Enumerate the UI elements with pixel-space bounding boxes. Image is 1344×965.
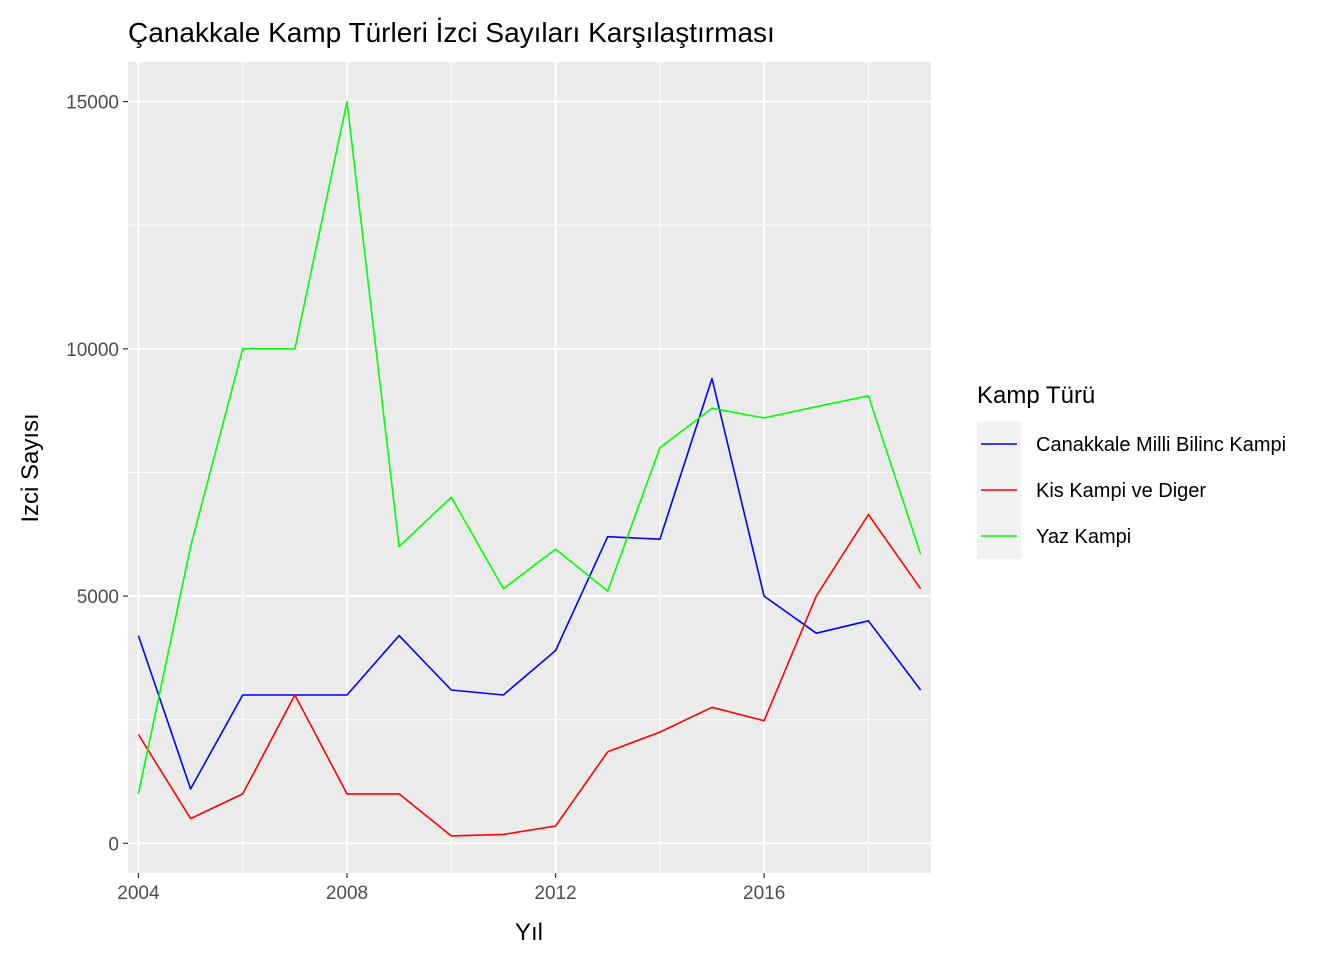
minor-gridlines: [128, 62, 931, 873]
legend-items: Canakkale Milli Bilinc Kampi Kis Kampi ve…: [977, 421, 1286, 559]
plot-panel: [128, 62, 931, 873]
y-tick-label: 5000: [77, 587, 119, 608]
y-tick-label: 0: [108, 834, 119, 855]
legend: Kamp Türü Canakkale Milli Bilinc Kampi Ki…: [977, 382, 1286, 559]
legend-label: Yaz Kampi: [1036, 526, 1131, 548]
series-lines: [137, 100, 922, 837]
legend-label: Kis Kampi ve Diger: [1036, 480, 1206, 502]
x-tick-label: 2008: [326, 883, 368, 904]
y-tick-label: 10000: [66, 340, 119, 361]
legend-label: Canakkale Milli Bilinc Kampi: [1036, 434, 1286, 456]
chart-title: Çanakkale Kamp Türleri İzci Sayıları Kar…: [128, 17, 775, 48]
series-line: [137, 377, 922, 790]
x-tick-label: 2016: [743, 883, 785, 904]
x-tick-label: 2004: [117, 883, 160, 904]
x-tick-label: 2012: [534, 883, 576, 904]
x-axis: 2004 2008 2012 2016: [117, 873, 785, 904]
y-axis-label: Izci Sayısı: [17, 413, 44, 522]
y-axis: 0 5000 10000 15000: [66, 93, 128, 855]
legend-title: Kamp Türü: [977, 382, 1095, 409]
x-axis-label: Yıl: [515, 919, 543, 946]
series-line: [137, 513, 922, 837]
series-line: [137, 100, 922, 795]
y-tick-label: 15000: [66, 93, 119, 114]
